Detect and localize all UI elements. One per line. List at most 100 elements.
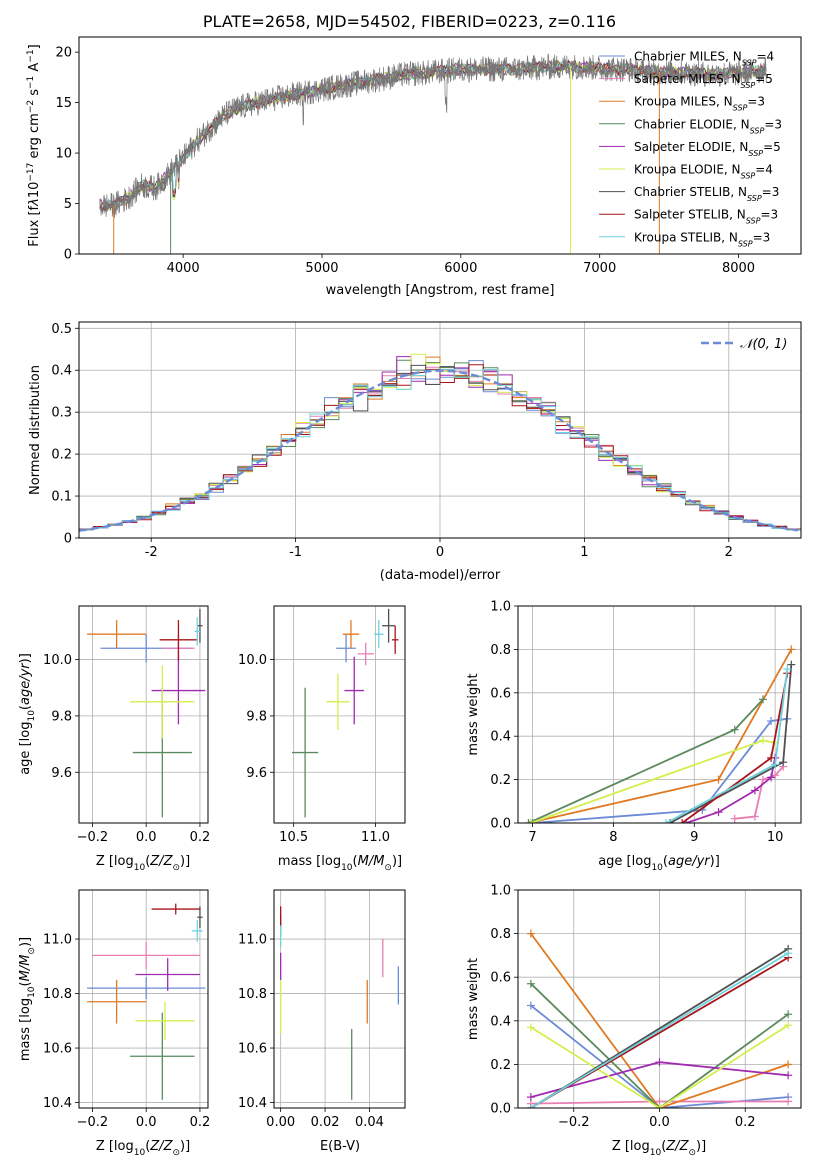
legend-name: Salpeter ELODIE, N: [634, 140, 748, 154]
label-part: (: [18, 705, 33, 710]
label-part: A: [27, 63, 42, 76]
label-part: )]: [180, 1139, 190, 1154]
legend-name: Chabrier ELODIE, N: [634, 117, 750, 131]
label-part: 10: [651, 863, 663, 873]
y-tick-label: 10.8: [43, 987, 72, 1002]
legend-label: Kroupa MILES, NSSP=3: [634, 95, 765, 113]
label-part: Z/Z: [665, 1139, 689, 1154]
label-part: mass [log: [278, 854, 341, 869]
x-tick-label: 10.5: [279, 830, 308, 845]
legend-label: Kroupa STELIB, NSSP=3: [634, 230, 770, 248]
legend-sub: SSP: [750, 126, 765, 135]
y-tick-label: 10.4: [43, 1096, 72, 1111]
label-part: )]: [696, 1139, 706, 1154]
legend-label: Salpeter ELODIE, NSSP=5: [634, 140, 781, 158]
legend-name: Salpeter MILES, N: [634, 72, 741, 86]
label-part: age [log: [18, 722, 33, 775]
legend-count: =5: [755, 72, 773, 86]
label-part: erg cm: [27, 113, 42, 162]
y-tick-label: 0: [64, 532, 72, 547]
y-tick-label: 0.1: [51, 490, 72, 505]
legend-sub: SSP: [748, 148, 763, 157]
legend-count: =4: [755, 163, 773, 177]
x-axis-label: (data-model)/error: [380, 568, 501, 583]
axes-residuals: -2 -1 0 1 2 0 0.1 0.2 0.3 0.4 0.5 𝒩(0, 1) (data-mode…: [28, 321, 802, 583]
label-part: )]: [710, 854, 720, 869]
legend-sub: SSP: [747, 194, 762, 203]
x-tick-label: 0: [436, 545, 444, 560]
y-tick-label: 0.8: [490, 643, 511, 658]
label-part: −1: [26, 76, 36, 89]
y-tick-label: 10.0: [43, 653, 72, 668]
legend-name: Chabrier MILES, N: [634, 50, 742, 64]
y-tick-label: 0.2: [51, 448, 72, 463]
y-tick-label: 1.0: [490, 884, 511, 899]
y-tick-label: 0.8: [490, 927, 511, 942]
label-part: 10: [341, 863, 353, 873]
axes-frame: [78, 605, 209, 824]
label-part: age/yr: [18, 662, 33, 705]
x-tick-label: 7: [528, 830, 536, 845]
x-tick-label: −0.2: [77, 830, 109, 845]
plot-area: [524, 645, 796, 823]
legend-count: =3: [747, 95, 765, 109]
label-part: 10: [27, 986, 37, 998]
y-tick-label: 0.2: [490, 1058, 511, 1073]
legend-label: Salpeter STELIB, NSSP=3: [634, 208, 778, 226]
y-tick-label: 1.0: [490, 600, 511, 615]
y-axis-label: Flux [fλ10−17 erg cm−2 s−1 A−1]: [26, 44, 42, 246]
legend-label: Kroupa ELODIE, NSSP=4: [634, 163, 773, 181]
legend-sub: SSP: [746, 216, 761, 225]
plot-area: [79, 353, 801, 532]
y-tick-label: 9.8: [51, 709, 72, 724]
legend-count: =3: [753, 230, 771, 244]
label-part: ]: [27, 44, 42, 49]
y-axis-label: mass weight: [466, 958, 481, 1040]
x-tick-label: 7000: [583, 261, 616, 276]
y-axis-label: Normed distribution: [28, 365, 43, 495]
y-tick-label: 10.6: [43, 1042, 72, 1057]
label-part: (: [145, 854, 150, 869]
label-part: age [log: [598, 854, 651, 869]
legend-name: Kroupa ELODIE, N: [634, 163, 741, 177]
label-part: )]: [18, 653, 33, 663]
legend-count: =3: [764, 117, 782, 131]
x-tick-label: 2: [725, 545, 733, 560]
legend-name: Kroupa MILES, N: [634, 95, 733, 109]
plot-area: [87, 608, 206, 818]
x-tick-label: 11.0: [361, 830, 390, 845]
label-part: age/yr: [668, 854, 711, 869]
x-axis-label: Z [log10(Z/Z⊙)]: [96, 854, 190, 873]
x-tick-label: 0.0: [136, 1115, 157, 1130]
weight-line: [530, 1024, 789, 1108]
axes-frame: [78, 36, 802, 255]
plot-area: [99, 53, 767, 254]
y-axis-label: mass [log10(M/M⊙)]: [18, 937, 37, 1061]
label-part: −17: [26, 163, 36, 182]
x-axis-label: Z [log10(Z/Z⊙)]: [612, 1139, 706, 1158]
plot-area: [280, 906, 399, 1100]
x-tick-label: 9: [690, 830, 698, 845]
y-tick-label: 0.4: [490, 1014, 511, 1029]
y-tick-label: 0.3: [51, 406, 72, 421]
legend-label: Chabrier STELIB, NSSP=3: [634, 185, 779, 203]
y-tick-label: 20: [55, 46, 72, 61]
label-part: (: [661, 1139, 666, 1154]
weight-line: [530, 933, 789, 1108]
weight-line: [532, 717, 788, 823]
y-tick-label: 15: [55, 96, 72, 111]
label-part: M/M: [358, 854, 385, 869]
y-tick-label: 9.6: [51, 766, 72, 781]
weight-line: [681, 673, 789, 823]
y-tick-label: 0: [64, 248, 72, 263]
y-tick-label: 10.0: [238, 653, 267, 668]
plot-area: [87, 903, 206, 1100]
x-axis-label: E(B-V): [320, 1139, 360, 1154]
y-tick-label: 0.0: [490, 1102, 511, 1117]
label-part: ⊙: [27, 947, 37, 955]
legend-sub: SSP: [741, 81, 756, 90]
x-axis-label: wavelength [Angstrom, rest frame]: [326, 283, 555, 298]
x-tick-label: 8: [609, 830, 617, 845]
